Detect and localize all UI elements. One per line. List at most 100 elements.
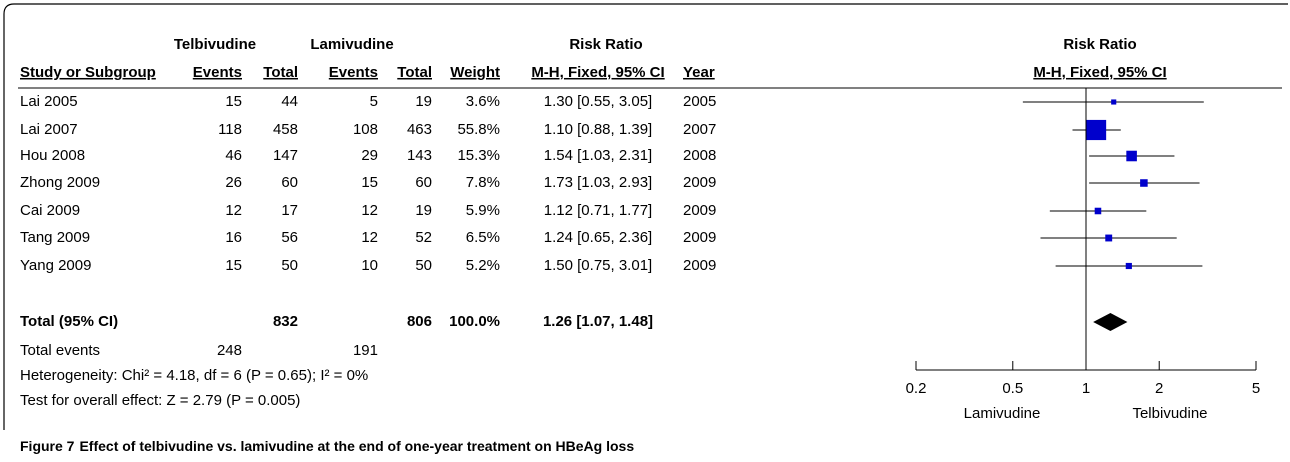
cell: 463 (407, 121, 432, 138)
study-name: Zhong 2009 (20, 174, 100, 191)
weight-square (1085, 119, 1107, 141)
cell: 143 (407, 147, 432, 164)
cell: 50 (415, 257, 432, 274)
study-name: Lai 2007 (20, 121, 78, 138)
cell: 50 (281, 257, 298, 274)
caption-text: Effect of telbivudine vs. lamivudine at … (79, 438, 634, 454)
cell: 12 (225, 202, 242, 219)
year: 2009 (683, 257, 716, 274)
overall-effect: Test for overall effect: Z = 2.79 (P = 0… (20, 392, 300, 409)
cell: 832 (273, 313, 298, 330)
cell: 52 (415, 229, 432, 246)
column-header: Year (683, 64, 715, 81)
cell: 5.2% (466, 257, 500, 274)
year: 2005 (683, 93, 716, 110)
total-name: Total (95% CI) (20, 313, 118, 330)
weight-square (1094, 207, 1102, 215)
column-header: Events (193, 64, 242, 81)
weight-square (1125, 262, 1132, 270)
ci-text: 1.54 [1.03, 2.31] (544, 147, 652, 164)
column-header: Events (329, 64, 378, 81)
cell: 17 (281, 202, 298, 219)
cell: 108 (353, 121, 378, 138)
effect-header: Risk Ratio (569, 36, 642, 53)
total-events-name: Total events (20, 342, 100, 359)
ci-text: 1.12 [0.71, 1.77] (544, 202, 652, 219)
weight-square (1140, 179, 1148, 187)
cell: 60 (281, 174, 298, 191)
cell: 3.6% (466, 93, 500, 110)
cell: 7.8% (466, 174, 500, 191)
cell: 55.8% (457, 121, 500, 138)
cell: 46 (225, 147, 242, 164)
cell: 806 (407, 313, 432, 330)
cell: 15.3% (457, 147, 500, 164)
weight-square (1126, 150, 1137, 162)
year: 2007 (683, 121, 716, 138)
cell: 248 (217, 342, 242, 359)
study-name: Lai 2005 (20, 93, 78, 110)
plot-subtitle: M-H, Fixed, 95% CI (1033, 64, 1166, 81)
x-tick-label: 0.2 (906, 380, 927, 397)
study-name: Hou 2008 (20, 147, 85, 164)
study-name: Yang 2009 (20, 257, 91, 274)
cell: 19 (415, 202, 432, 219)
cell: 191 (353, 342, 378, 359)
ci-text: 1.30 [0.55, 3.05] (544, 93, 652, 110)
year: 2009 (683, 174, 716, 191)
frame (3, 3, 1288, 430)
cell: 56 (281, 229, 298, 246)
ci-text: 1.10 [0.88, 1.39] (544, 121, 652, 138)
cell: 5 (370, 93, 378, 110)
x-tick-label: 1 (1082, 380, 1090, 397)
cell: 147 (273, 147, 298, 164)
summary-diamond (1093, 313, 1128, 331)
cell: 19 (415, 93, 432, 110)
cell: 44 (281, 93, 298, 110)
cell: 458 (273, 121, 298, 138)
weight-square (1111, 99, 1117, 105)
cell: 16 (225, 229, 242, 246)
cell: 12 (361, 229, 378, 246)
study-name: Tang 2009 (20, 229, 90, 246)
column-header: Weight (450, 64, 500, 81)
cell: 60 (415, 174, 432, 191)
ci-text: 1.73 [1.03, 2.93] (544, 174, 652, 191)
column-header: Total (263, 64, 298, 81)
x-tick-label: 2 (1155, 380, 1163, 397)
cell: 6.5% (466, 229, 500, 246)
heterogeneity: Heterogeneity: Chi² = 4.18, df = 6 (P = … (20, 367, 368, 384)
cell: 15 (225, 93, 242, 110)
cell: 100.0% (449, 313, 500, 330)
year: 2009 (683, 229, 716, 246)
x-tick-label: 0.5 (1002, 380, 1023, 397)
ci-text: 1.50 [0.75, 3.01] (544, 257, 652, 274)
x-tick-label: 5 (1252, 380, 1260, 397)
study-name: Cai 2009 (20, 202, 80, 219)
column-header: M-H, Fixed, 95% CI (531, 64, 664, 81)
cell: 15 (361, 174, 378, 191)
column-header: Study or Subgroup (20, 64, 156, 81)
cell: 15 (225, 257, 242, 274)
column-header: Total (397, 64, 432, 81)
weight-square (1105, 234, 1113, 242)
year: 2008 (683, 147, 716, 164)
ci-text: 1.26 [1.07, 1.48] (543, 313, 653, 330)
caption: Figure 7 Effect of telbivudine vs. lamivu… (20, 438, 634, 454)
axis-left-label: Lamivudine (964, 405, 1041, 422)
caption-label: Figure 7 (20, 438, 75, 454)
axis-right-label: Telbivudine (1132, 405, 1207, 422)
cell: 26 (225, 174, 242, 191)
group2-header: Lamivudine (310, 36, 393, 53)
cell: 29 (361, 147, 378, 164)
cell: 118 (218, 121, 242, 138)
cell: 10 (361, 257, 378, 274)
cell: 5.9% (466, 202, 500, 219)
group1-header: Telbivudine (174, 36, 256, 53)
cell: 12 (361, 202, 378, 219)
year: 2009 (683, 202, 716, 219)
ci-text: 1.24 [0.65, 2.36] (544, 229, 652, 246)
plot-title: Risk Ratio (1063, 36, 1136, 53)
